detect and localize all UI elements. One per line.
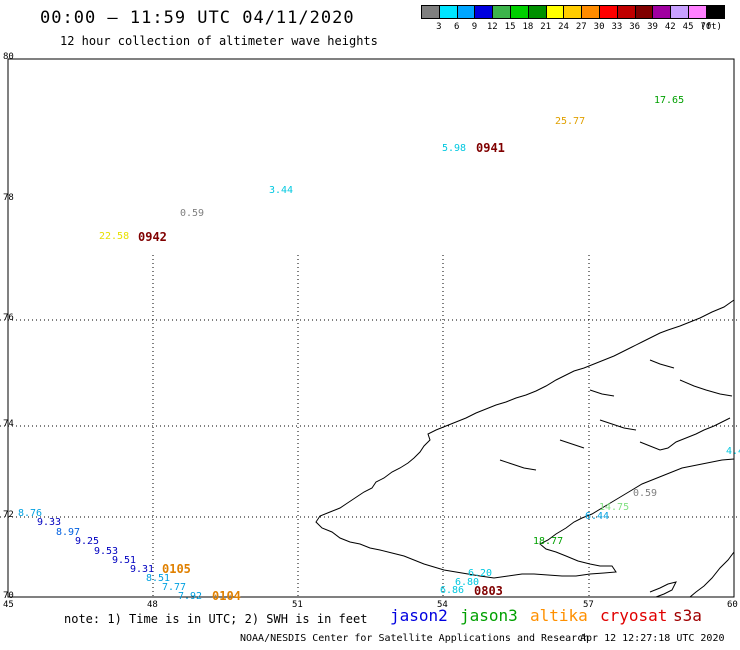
pass-time-label: 0942 <box>138 230 167 244</box>
legend-cryosat: cryosat <box>600 606 668 625</box>
colorbar-label: 3 <box>436 22 442 32</box>
wave-height-obs: 0.59 <box>633 488 658 499</box>
colorbar-label: 33 <box>611 22 623 32</box>
wave-height-obs: 6.80 <box>455 577 480 588</box>
lat-label-74: 74 <box>3 419 14 429</box>
wave-height-obs: 22.58 <box>99 231 130 242</box>
lon-label-45: 45 <box>3 600 14 610</box>
lat-label-72: 72 <box>3 510 14 520</box>
wave-height-obs: 6.44 <box>585 511 610 522</box>
wave-height-colorbar <box>421 5 725 19</box>
credit-line: NOAA/NESDIS Center for Satellite Applica… <box>240 633 590 644</box>
wave-height-obs: 4.4 <box>726 446 740 457</box>
pass-time-label: 0104 <box>212 589 241 603</box>
colorbar-label: 39 <box>647 22 658 32</box>
legend-jason3: jason3 <box>460 606 518 625</box>
colorbar-label: 45 <box>682 22 694 32</box>
lon-label-60: 60 <box>727 600 738 610</box>
wave-height-obs: 6.20 <box>468 568 493 579</box>
lon-label-54: 54 <box>437 600 448 610</box>
pass-time-label: 0941 <box>476 141 505 155</box>
wave-height-obs: 8.97 <box>56 527 81 538</box>
colorbar-cell <box>705 5 725 19</box>
colorbar-label: 12 <box>486 22 498 32</box>
lat-label-78: 78 <box>3 193 14 203</box>
legend-jason2: jason2 <box>390 606 448 625</box>
wave-height-obs: 9.25 <box>75 536 100 547</box>
colorbar-label: 27 <box>575 22 587 32</box>
wave-height-obs: 18.77 <box>533 536 564 547</box>
greenland-coastline <box>315 299 735 579</box>
wave-height-obs: 3.44 <box>269 185 294 196</box>
legend-altika: altika <box>530 606 588 625</box>
generated-timestamp: Apr 12 12:27:18 UTC 2020 <box>580 633 725 644</box>
colorbar-label: 42 <box>664 22 676 32</box>
wave-height-obs: 17.65 <box>654 95 685 106</box>
wave-height-obs: 7.92 <box>178 591 203 602</box>
lon-label-48: 48 <box>147 600 158 610</box>
units-note: note: 1) Time is in UTC; 2) SWH is in fe… <box>64 612 368 626</box>
lat-label-80: 80 <box>3 52 14 62</box>
wave-height-obs: 5.98 <box>442 143 467 154</box>
wave-height-obs: 9.51 <box>112 555 137 566</box>
pass-time-label: 0803 <box>474 584 503 598</box>
colorbar-label: 70 <box>700 22 712 32</box>
colorbar-label: 21 <box>540 22 552 32</box>
map-title: 00:00 — 11:59 UTC 04/11/2020 <box>40 8 355 28</box>
colorbar-labels: 3 6 9 12 15 18 21 24 27 30 33 36 39 42 45 70 (ft) <box>421 22 740 34</box>
wave-height-obs: 8.51 <box>146 573 171 584</box>
colorbar-label: 18 <box>522 22 534 32</box>
legend-s3a: s3a <box>673 606 702 625</box>
colorbar-label: 36 <box>629 22 641 32</box>
lon-label-57: 57 <box>583 600 594 610</box>
lat-label-76: 76 <box>3 313 14 323</box>
colorbar-label: 30 <box>593 22 605 32</box>
colorbar-label: 6 <box>453 22 460 32</box>
wave-height-obs: 7.77 <box>162 582 187 593</box>
island-shape <box>649 581 677 598</box>
pass-time-label: 0105 <box>162 562 191 576</box>
greenland-east-coast <box>689 551 735 598</box>
fjord-detail <box>499 359 733 471</box>
wave-height-obs: 9.33 <box>37 517 62 528</box>
colorbar-label: 24 <box>558 22 569 32</box>
lat-label-70: 70 <box>3 591 14 601</box>
wave-height-obs: 14.75 <box>599 502 630 513</box>
colorbar-label: (ft) <box>700 22 722 32</box>
wave-height-obs: 9.53 <box>94 546 119 557</box>
wave-height-obs: 6.86 <box>440 585 465 596</box>
wave-height-obs: 0.59 <box>180 208 205 219</box>
wave-height-obs: 8.76 <box>18 508 43 519</box>
wave-height-obs: 25.77 <box>555 116 586 127</box>
colorbar-label: 9 <box>471 22 478 32</box>
lon-label-51: 51 <box>292 600 303 610</box>
wave-height-obs: 9.31 <box>130 564 155 575</box>
map-subtitle: 12 hour collection of altimeter wave hei… <box>60 34 378 48</box>
colorbar-label: 15 <box>504 22 516 32</box>
map-frame <box>7 58 735 598</box>
